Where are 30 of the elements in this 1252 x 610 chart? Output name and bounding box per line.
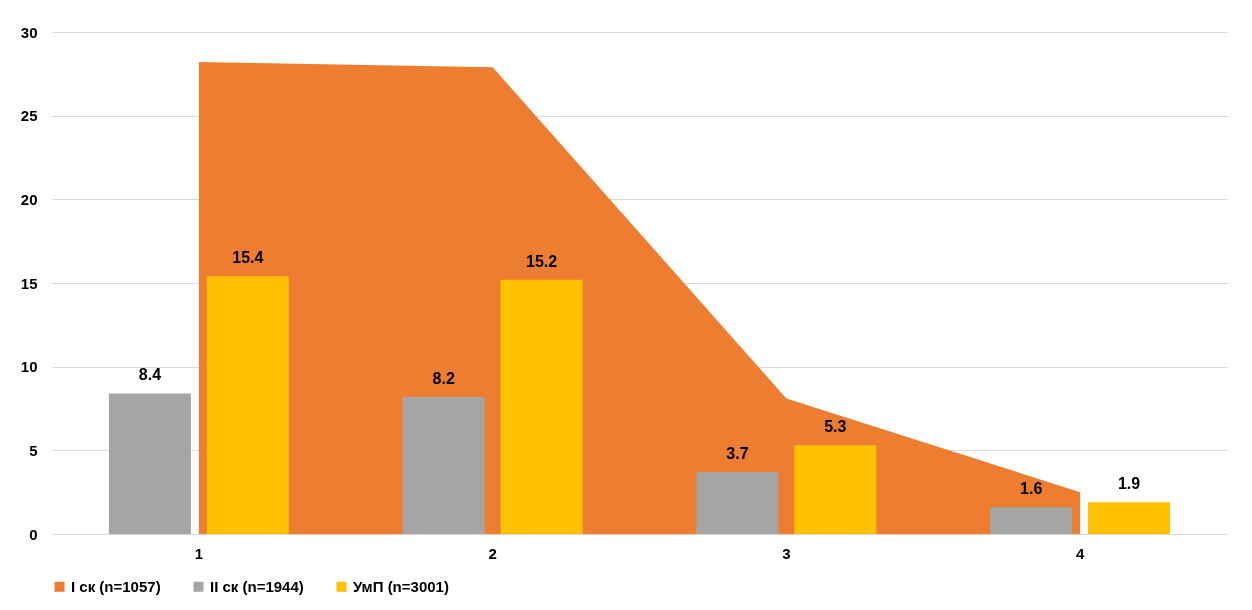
data-label: 1.9 xyxy=(1117,475,1141,493)
y-tick-label: 10 xyxy=(20,358,38,376)
data-label: 8.2 xyxy=(432,369,455,387)
y-tick-label: 15 xyxy=(20,274,38,292)
y-tick-label: 25 xyxy=(20,107,38,125)
data-label: 15.4 xyxy=(232,249,264,267)
data-label: 15.2 xyxy=(526,252,558,270)
bar xyxy=(108,393,191,534)
bar xyxy=(500,279,583,534)
data-label: 1.6 xyxy=(1020,480,1043,498)
y-tick-label: 30 xyxy=(20,23,38,41)
y-tick-label: 20 xyxy=(20,190,38,208)
legend-label: УмП (n=3001) xyxy=(353,577,449,595)
data-label: 3.7 xyxy=(726,445,749,463)
bar xyxy=(696,472,779,534)
data-label: 8.4 xyxy=(138,366,162,384)
bar xyxy=(1088,502,1171,534)
legend-label: II ск (n=1944) xyxy=(210,577,304,595)
x-tick-label: 1 xyxy=(194,544,204,562)
bar xyxy=(206,276,289,534)
x-tick-label: 2 xyxy=(488,544,497,562)
x-tick-label: 4 xyxy=(1075,544,1085,562)
data-label: 5.3 xyxy=(824,418,847,436)
y-tick-label: 0 xyxy=(29,525,38,543)
x-tick-label: 3 xyxy=(782,544,791,562)
bar xyxy=(794,445,877,534)
bar xyxy=(402,396,485,534)
y-tick-label: 5 xyxy=(29,441,38,459)
bar xyxy=(990,507,1073,534)
legend-label: I ск (n=1057) xyxy=(71,577,161,595)
